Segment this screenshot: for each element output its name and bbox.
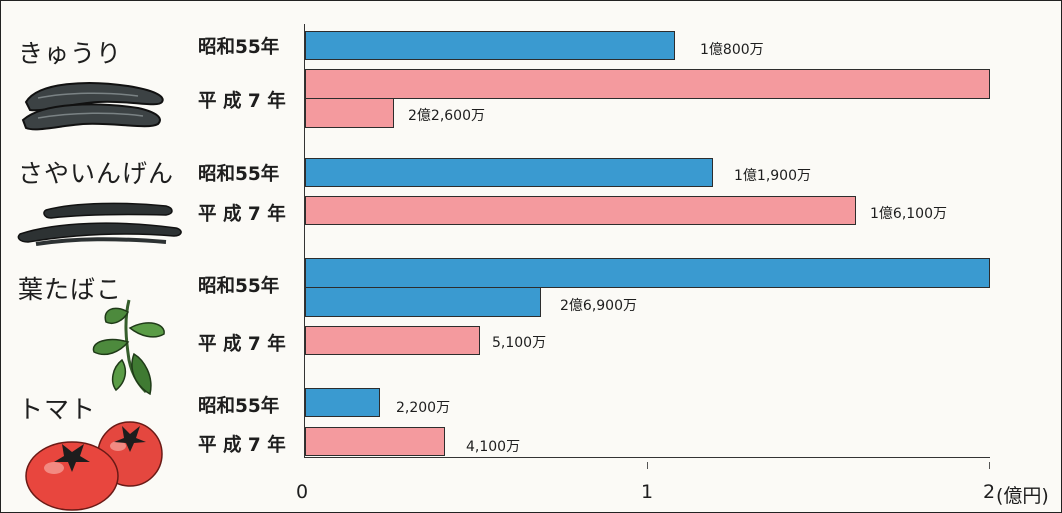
- value-label-beans-s55: 1億1,900万: [734, 168, 811, 184]
- category-label-tobacco: 葉たばこ: [18, 275, 123, 304]
- value-label-cucumber-h7: 2億2,600万: [408, 108, 485, 124]
- cucumber-illustration: [21, 82, 164, 131]
- value-label-tobacco-h7: 5,100万: [492, 335, 547, 351]
- bar-tobacco-s55-overflow: [305, 287, 541, 317]
- x-tick-2: [989, 462, 990, 469]
- bar-tobacco-h7: [305, 326, 480, 355]
- bar-tomato-h7: [305, 427, 445, 456]
- x-tick-label-1: 1: [641, 481, 654, 503]
- value-label-tobacco-s55: 2億6,900万: [560, 298, 637, 314]
- green-beans-illustration: [17, 202, 182, 246]
- tomato-illustration: [25, 421, 163, 511]
- tobacco-leaf-illustration: [92, 299, 165, 396]
- year-label-tobacco-h7: 平 成 7 年: [198, 334, 286, 355]
- x-tick-label-2: 2: [983, 481, 996, 503]
- category-label-green-beans: さやいんげん: [18, 159, 175, 188]
- year-label-beans-s55: 昭和55年: [198, 164, 280, 185]
- bar-cucumber-h7-overflow: [305, 98, 394, 128]
- x-unit-label: (億円): [996, 485, 1049, 507]
- bar-cucumber-h7: [305, 69, 990, 99]
- bar-tomato-s55: [305, 388, 380, 417]
- year-label-tobacco-s55: 昭和55年: [198, 276, 280, 297]
- bar-beans-s55: [305, 158, 713, 187]
- x-tick-label-0: 0: [296, 481, 309, 503]
- y-axis-line: [304, 24, 305, 458]
- year-label-tomato-s55: 昭和55年: [198, 396, 280, 417]
- x-tick-1: [647, 462, 648, 469]
- value-label-tomato-s55: 2,200万: [396, 400, 451, 416]
- value-label-tomato-h7: 4,100万: [466, 439, 521, 455]
- value-label-cucumber-s55: 1億800万: [700, 42, 764, 58]
- year-label-beans-h7: 平 成 7 年: [198, 204, 286, 225]
- year-label-tomato-h7: 平 成 7 年: [198, 435, 286, 456]
- bar-tobacco-s55: [305, 258, 990, 288]
- year-label-cucumber-s55: 昭和55年: [198, 37, 280, 58]
- bar-beans-h7: [305, 196, 856, 225]
- category-label-tomato: トマト: [18, 395, 97, 424]
- value-label-beans-h7: 1億6,100万: [870, 206, 947, 222]
- bar-cucumber-s55: [305, 31, 675, 60]
- category-label-cucumber: きゅうり: [18, 39, 123, 68]
- year-label-cucumber-h7: 平 成 7 年: [198, 91, 286, 112]
- x-axis-line: [304, 457, 990, 458]
